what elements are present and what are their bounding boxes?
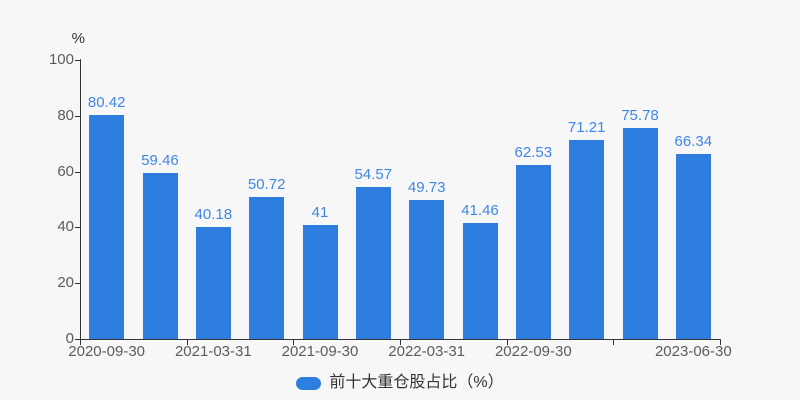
x-axis-tick [613,340,615,345]
x-axis-tick-label: 2021-09-30 [281,343,359,360]
bar[interactable] [142,173,178,339]
y-axis-tick [75,339,80,340]
bar[interactable] [569,140,605,339]
bar[interactable] [409,200,445,339]
bar-value-label: 49.73 [407,179,446,197]
bar-value-label: 54.57 [354,165,393,183]
y-axis-tick-label: 0 [65,330,74,347]
y-axis-tick [75,60,80,61]
x-axis-tick-label: 2021-03-31 [174,343,252,360]
x-axis-tick [400,340,401,345]
bar[interactable] [195,226,231,339]
bar[interactable] [302,224,338,339]
x-axis-tick-label: 2022-09-30 [494,343,572,360]
bar[interactable] [89,114,125,339]
y-axis-tick-label: 20 [57,274,74,292]
y-axis-tick [75,283,80,285]
bar-value-label: 75.78 [621,106,659,124]
bar-value-label: 62.53 [514,143,553,161]
bar-value-label: 59.46 [141,152,179,170]
bar[interactable] [675,153,711,339]
x-axis-tick-label: 2023-06-30 [654,343,732,360]
bar[interactable] [515,164,551,339]
x-axis-tick [186,340,188,345]
y-axis-tick-label: 40 [57,218,74,236]
y-axis-tick-label: 60 [57,162,74,180]
legend-item[interactable]: 前十大重仓股占比（%） [296,373,504,393]
x-axis-tick-label: 2020-09-30 [68,343,146,360]
bar-value-label: 66.34 [674,132,713,150]
legend: 前十大重仓股占比（%） [0,372,800,394]
bar[interactable] [462,223,498,339]
bar-value-label: 40.18 [194,205,233,223]
bar[interactable] [249,197,285,339]
y-axis-unit-label: % [71,30,85,47]
legend-marker [296,376,322,390]
bar-value-label: 71.21 [567,119,606,137]
bar[interactable] [355,186,391,339]
legend-label: 前十大重仓股占比（%） [329,374,504,391]
x-axis-tick [506,340,508,345]
x-axis-line [80,339,721,340]
y-axis-tick [75,115,80,117]
x-axis-tick [720,340,721,345]
y-axis-line [80,59,81,340]
y-axis-tick-label: 80 [57,106,74,124]
bar-value-label: 80.42 [87,93,126,111]
y-axis-tick [75,171,80,173]
y-axis-tick-label: 100 [48,51,74,68]
x-axis-tick [80,340,81,345]
bar-value-label: 50.72 [247,176,286,194]
bar-value-label: 41 [311,203,329,221]
x-axis-tick-label: 2022-03-31 [388,343,466,360]
bar-value-label: 41.46 [461,202,499,220]
x-axis-tick [293,340,295,345]
y-axis-tick [75,227,80,229]
bar[interactable] [622,127,658,339]
